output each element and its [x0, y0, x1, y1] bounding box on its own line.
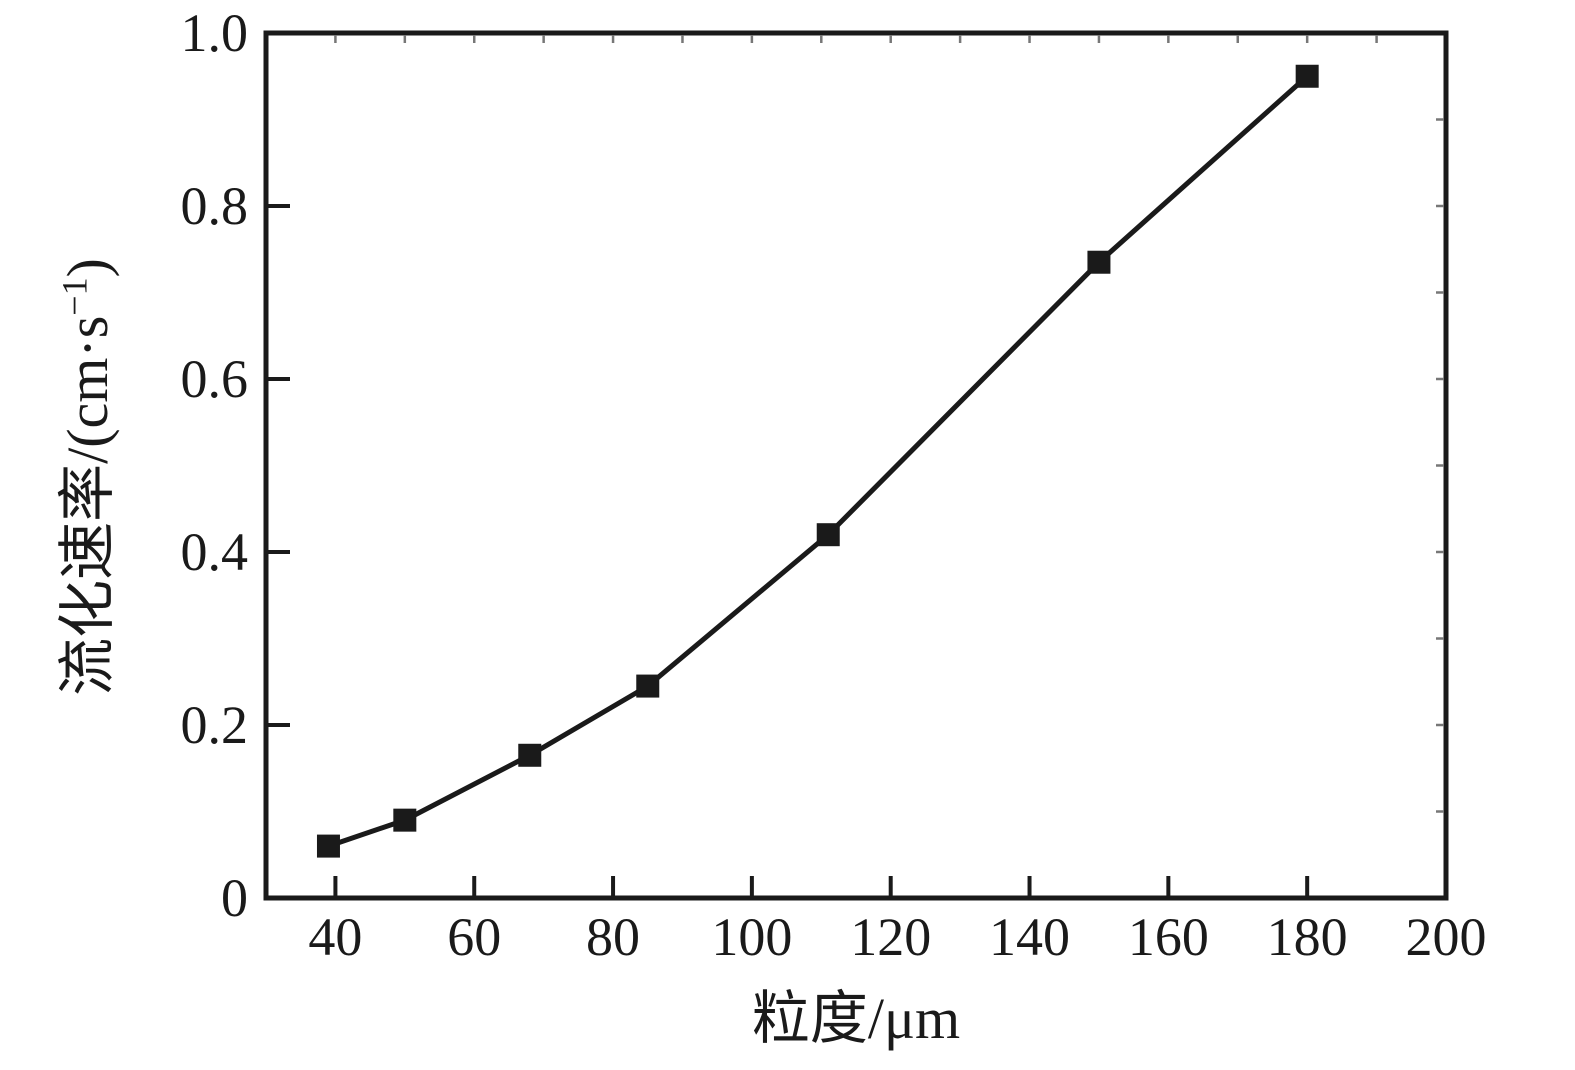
x-axis-tick-label: 160 [1128, 907, 1209, 967]
x-axis-tick-label: 60 [447, 907, 501, 967]
data-line [327, 74, 1309, 849]
y-axis-title-base: 流化速率/(cm·s [55, 315, 120, 696]
x-axis-tick-label: 200 [1406, 907, 1487, 967]
x-axis-tick-label: 100 [711, 907, 792, 967]
x-axis-tick-label: 80 [586, 907, 640, 967]
y-axis-tick-label: 0 [221, 868, 248, 928]
x-axis-tick-label: 40 [308, 907, 362, 967]
x-axis-tick-label: 120 [850, 907, 931, 967]
data-point-marker [1087, 250, 1111, 274]
y-axis-tick-label: 0.2 [181, 695, 249, 755]
y-axis-title-close: ) [55, 258, 120, 278]
y-axis-title-superscript: −1 [54, 277, 95, 316]
x-axis-title: 粒度/μm [751, 986, 961, 1051]
x-axis-tick-label: 180 [1267, 907, 1348, 967]
data-point-marker [816, 523, 840, 547]
data-point-marker [1295, 64, 1319, 88]
plot-frame [263, 30, 1449, 901]
y-axis-tick-label: 0.6 [181, 349, 249, 409]
data-point-marker [393, 808, 417, 832]
y-axis-title: 流化速率/(cm·s−1) [55, 258, 120, 696]
data-point-marker [636, 674, 660, 698]
y-axis-tick-label: 0.8 [181, 176, 249, 236]
data-point-marker [316, 834, 340, 858]
data-point-marker [518, 743, 542, 767]
y-axis-tick-label: 1.0 [181, 3, 249, 63]
x-axis-tick-label: 140 [989, 907, 1070, 967]
y-axis-tick-label: 0.4 [181, 522, 249, 582]
